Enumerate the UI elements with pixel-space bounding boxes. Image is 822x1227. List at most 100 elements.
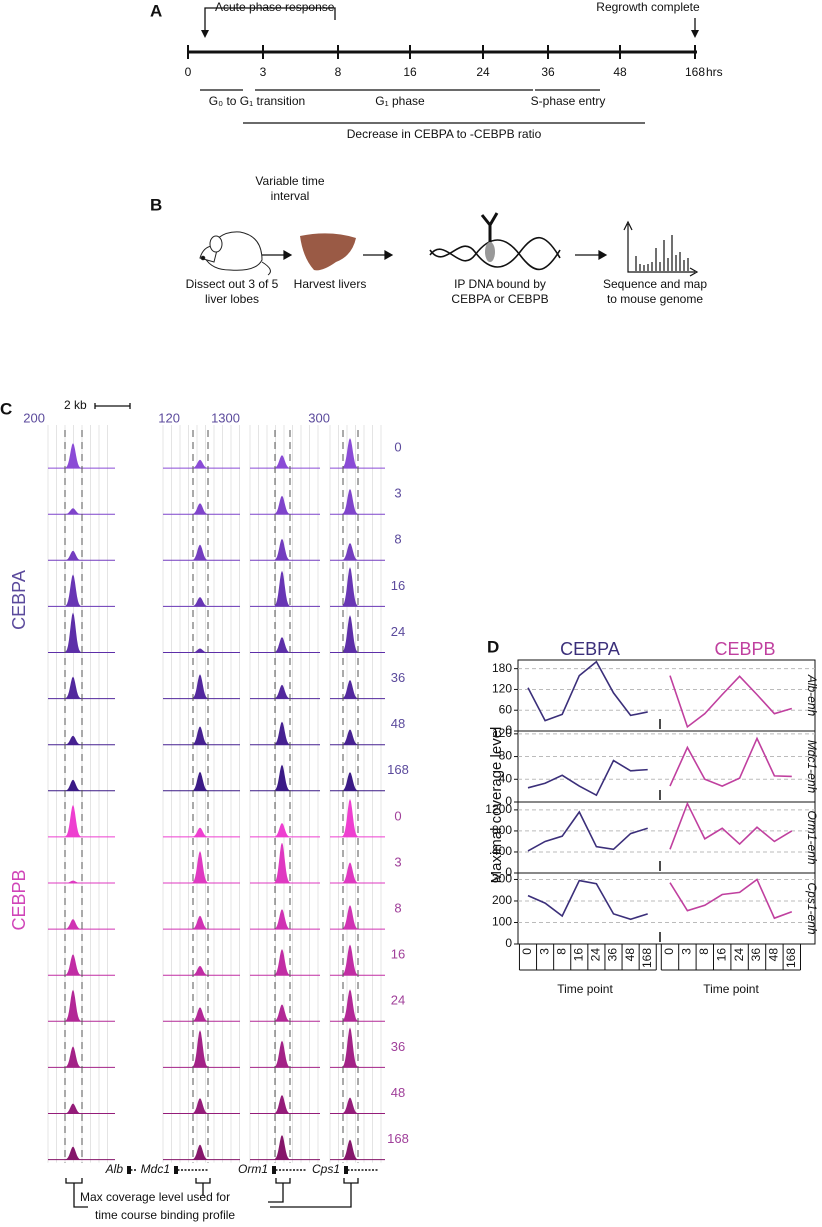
phase: G₁ phase xyxy=(375,94,425,108)
peak xyxy=(62,574,84,607)
y-tick-label: 0 xyxy=(505,865,512,879)
peak xyxy=(189,459,211,469)
peak xyxy=(62,804,84,837)
x-axis-label: Time point xyxy=(557,982,613,996)
step: Harvest livers xyxy=(294,277,367,291)
brackets xyxy=(65,1178,359,1208)
x-tick-label: 8 xyxy=(554,948,568,955)
x-tick-label: 3 xyxy=(680,948,694,955)
scale-bar xyxy=(94,403,131,409)
panel-label: D xyxy=(487,637,499,656)
time-label: 8 xyxy=(394,532,401,547)
peak xyxy=(271,764,293,791)
x-tick-label: 168 xyxy=(784,948,798,968)
peak xyxy=(339,1097,361,1114)
y-tick-label: 100 xyxy=(492,915,512,929)
peak xyxy=(339,772,361,791)
panel-label: B xyxy=(150,195,162,214)
x-tick-label: 0 xyxy=(520,948,534,955)
series-line xyxy=(527,879,648,921)
x-tick-label: 48 xyxy=(767,948,781,962)
step: interval xyxy=(271,189,310,203)
peak xyxy=(62,1046,84,1068)
series-header: CEBPB xyxy=(714,639,775,659)
dna-icon xyxy=(429,212,561,271)
peak xyxy=(271,684,293,699)
y-tick-label: 80 xyxy=(499,749,513,763)
panel-label: Orm1-enh xyxy=(805,810,819,864)
x-tick-label: 8 xyxy=(697,948,711,955)
peak xyxy=(62,1103,84,1114)
x-tick-label: 36 xyxy=(749,948,763,962)
series-line xyxy=(527,810,648,852)
time-label: 24 xyxy=(476,65,490,79)
peak xyxy=(271,1134,293,1160)
time-label: 36 xyxy=(391,1039,405,1054)
peak xyxy=(62,508,84,515)
bracket xyxy=(204,7,336,36)
step: Dissect out 3 of 5 xyxy=(186,277,279,291)
time-label: 168 xyxy=(387,1131,409,1146)
peak xyxy=(189,597,211,607)
scale-label: 120 xyxy=(158,410,180,425)
panel-label: Alb-enh xyxy=(805,674,819,717)
gene-label: Alb xyxy=(105,1162,124,1176)
peak xyxy=(189,1098,211,1114)
peak xyxy=(62,880,84,883)
gene-label: Cps1 xyxy=(312,1162,340,1176)
peak xyxy=(271,949,293,976)
peak xyxy=(189,1144,211,1160)
peak xyxy=(62,919,84,930)
scale-label: 1300 xyxy=(211,410,240,425)
series-line xyxy=(669,878,793,920)
time-label: 0 xyxy=(394,808,401,823)
peak xyxy=(271,823,293,837)
peak xyxy=(62,676,84,699)
peak xyxy=(189,674,211,699)
unit: hrs xyxy=(706,65,723,79)
x-tick-label: 48 xyxy=(623,948,637,962)
time-label: 3 xyxy=(394,486,401,501)
gene-label: Orm1 xyxy=(238,1162,268,1176)
y-tick-label: 800 xyxy=(492,823,512,837)
panel-d: 060120180Alb-enh04080120Mdc1-enh04008001… xyxy=(485,639,819,971)
x-tick-label: 3 xyxy=(537,948,551,955)
peak xyxy=(62,612,84,653)
time-label: 0 xyxy=(394,440,401,455)
time-label: 24 xyxy=(391,624,405,639)
peak xyxy=(189,726,211,745)
peak xyxy=(339,438,361,469)
x-tick-label: 36 xyxy=(606,948,620,962)
x-tick-label: 16 xyxy=(571,948,585,962)
step: liver lobes xyxy=(205,292,259,306)
peak xyxy=(62,954,84,976)
note: time course binding profile xyxy=(95,1208,235,1222)
peak xyxy=(62,735,84,745)
peak xyxy=(271,843,293,883)
peak xyxy=(62,1146,84,1160)
peak xyxy=(339,862,361,883)
time-label: 168 xyxy=(387,762,409,777)
step: to mouse genome xyxy=(607,292,703,306)
panel-label: C xyxy=(0,399,12,418)
peak xyxy=(271,909,293,930)
peak xyxy=(62,550,84,561)
time-label: 36 xyxy=(541,65,555,79)
peak xyxy=(271,495,293,515)
x-tick-label: 0 xyxy=(662,948,676,955)
y-tick-label: 0 xyxy=(505,794,512,808)
panel-label: Cps1-enh xyxy=(805,882,819,934)
gene-label: Mdc1 xyxy=(141,1162,170,1176)
x-tick-label: 168 xyxy=(640,948,654,968)
panel-label: A xyxy=(150,1,162,20)
peak xyxy=(189,544,211,561)
arrow xyxy=(691,30,699,38)
peak xyxy=(189,915,211,930)
y-tick-label: 60 xyxy=(499,702,513,716)
peak xyxy=(189,1030,211,1068)
time-label: 8 xyxy=(394,901,401,916)
time-label: 16 xyxy=(403,65,417,79)
x-tick-label: 24 xyxy=(732,948,746,962)
peak xyxy=(271,721,293,745)
